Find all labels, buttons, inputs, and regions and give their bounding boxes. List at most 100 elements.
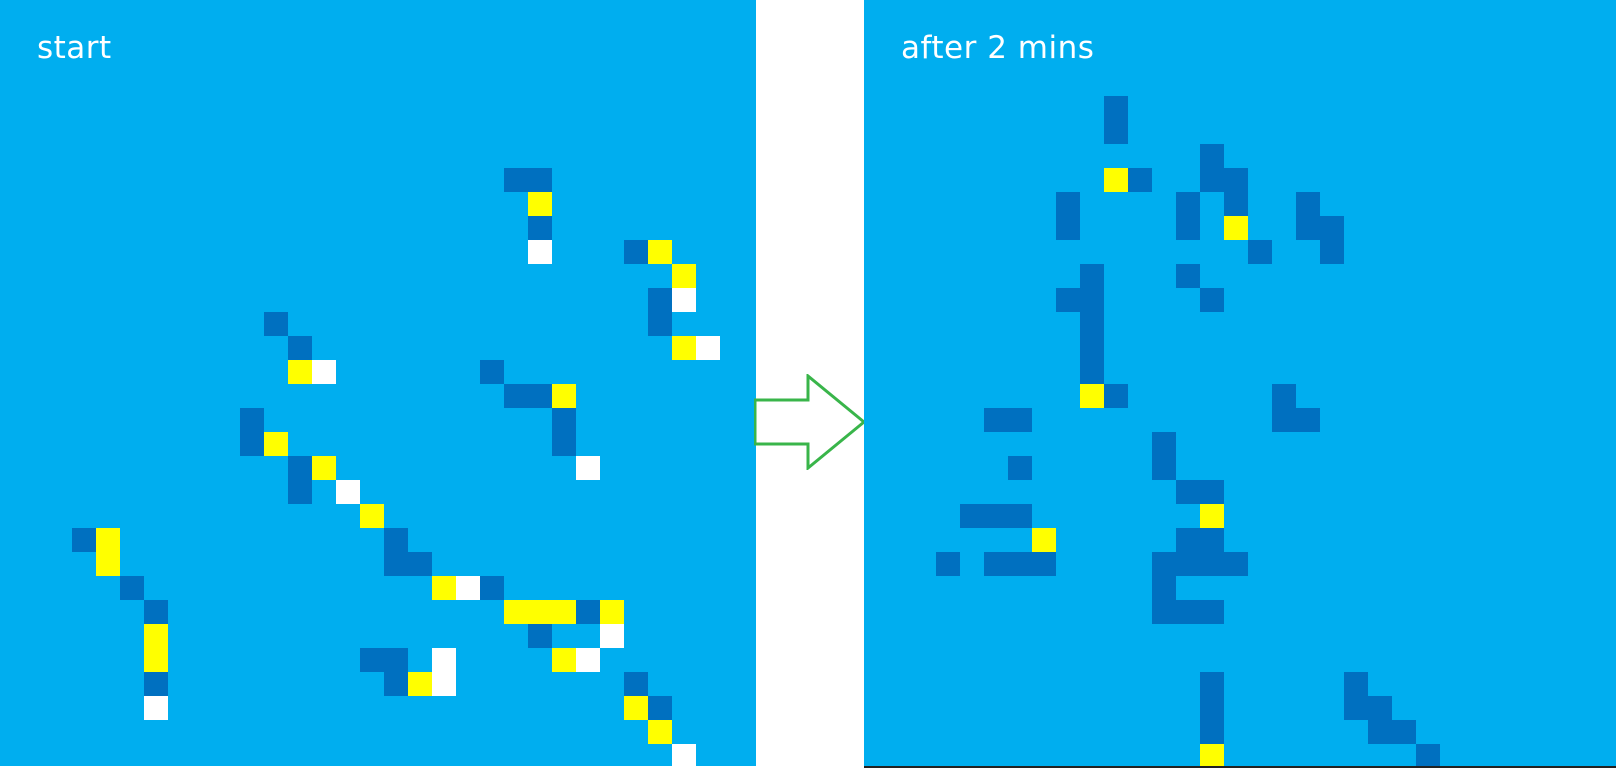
dark-cell [984,552,1008,576]
dark-cell [120,576,144,600]
dark-cell [1320,240,1344,264]
dark-cell [288,480,312,504]
dark-cell [384,552,408,576]
dark-cell [1104,384,1128,408]
dark-cell [240,408,264,432]
yellow-cell [552,600,576,624]
panel-label-start: start [37,30,112,66]
dark-cell [648,312,672,336]
dark-cell [1200,168,1224,192]
dark-cell [1200,696,1224,720]
dark-cell [936,552,960,576]
yellow-cell [1200,744,1224,766]
dark-cell [1008,504,1032,528]
yellow-cell [96,528,120,552]
dark-cell [1176,600,1200,624]
start-grid-panel: start [0,0,756,766]
dark-cell [1056,216,1080,240]
dark-cell [384,528,408,552]
dark-cell [1368,696,1392,720]
dark-cell [1008,456,1032,480]
white-cell [312,360,336,384]
panel-label-after: after 2 mins [901,30,1095,66]
dark-cell [1056,192,1080,216]
dark-cell [1224,168,1248,192]
dark-cell [1152,432,1176,456]
dark-cell [1200,672,1224,696]
yellow-cell [1080,384,1104,408]
yellow-cell [672,336,696,360]
dark-cell [1176,216,1200,240]
yellow-cell [600,600,624,624]
dark-cell [504,168,528,192]
right-arrow-icon [754,374,866,470]
dark-cell [1224,192,1248,216]
dark-cell [1008,552,1032,576]
yellow-cell [1200,504,1224,528]
dark-cell [1056,288,1080,312]
yellow-cell [624,696,648,720]
dark-cell [1272,384,1296,408]
dark-cell [528,168,552,192]
dark-cell [144,672,168,696]
dark-cell [1200,480,1224,504]
dark-cell [144,600,168,624]
yellow-cell [144,648,168,672]
yellow-cell [432,576,456,600]
dark-cell [384,672,408,696]
white-cell [576,456,600,480]
dark-cell [1176,264,1200,288]
dark-cell [1200,552,1224,576]
yellow-cell [408,672,432,696]
dark-cell [408,552,432,576]
dark-cell [1176,552,1200,576]
yellow-cell [1104,168,1128,192]
dark-cell [1080,336,1104,360]
white-cell [528,240,552,264]
dark-cell [1296,192,1320,216]
dark-cell [1272,408,1296,432]
yellow-cell [528,600,552,624]
yellow-cell [672,264,696,288]
dark-cell [1248,240,1272,264]
dark-cell [1152,600,1176,624]
dark-cell [1104,96,1128,120]
dark-cell [1152,552,1176,576]
dark-cell [1368,720,1392,744]
dark-cell [552,432,576,456]
dark-cell [1032,552,1056,576]
dark-cell [504,384,528,408]
yellow-cell [504,600,528,624]
yellow-cell [648,240,672,264]
dark-cell [1200,288,1224,312]
dark-cell [1176,480,1200,504]
dark-cell [288,456,312,480]
dark-cell [576,600,600,624]
yellow-cell [96,552,120,576]
dark-cell [624,240,648,264]
white-cell [456,576,480,600]
dark-cell [72,528,96,552]
yellow-cell [312,456,336,480]
dark-cell [1152,456,1176,480]
dark-cell [1080,264,1104,288]
yellow-cell [264,432,288,456]
white-cell [696,336,720,360]
white-cell [600,624,624,648]
dark-cell [528,216,552,240]
yellow-cell [288,360,312,384]
dark-cell [1080,288,1104,312]
dark-cell [1104,120,1128,144]
dark-cell [1152,576,1176,600]
dark-cell [1200,144,1224,168]
white-cell [576,648,600,672]
white-cell [672,288,696,312]
dark-cell [1296,216,1320,240]
yellow-cell [1032,528,1056,552]
dark-cell [480,576,504,600]
dark-cell [552,408,576,432]
dark-cell [288,336,312,360]
white-cell [336,480,360,504]
yellow-cell [648,720,672,744]
dark-cell [1416,744,1440,766]
